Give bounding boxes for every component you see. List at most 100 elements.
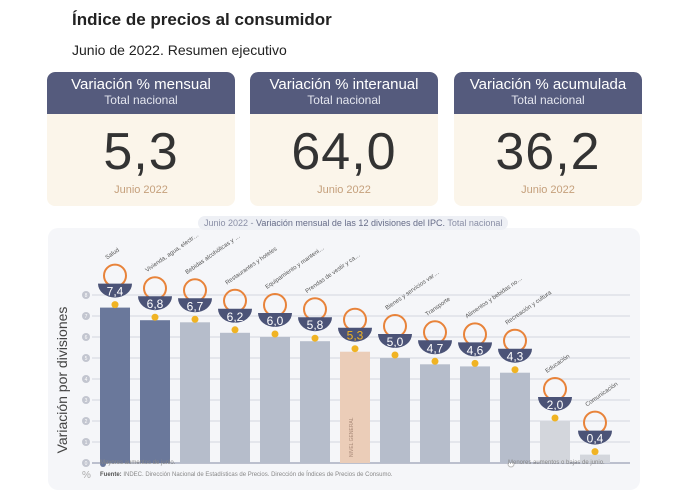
page-subtitle: Junio de 2022. Resumen ejecutivo bbox=[72, 42, 287, 58]
division-icon bbox=[263, 293, 287, 317]
chart-caption: Junio 2022 - Variación mensual de las 12… bbox=[198, 216, 509, 230]
card-title: Variación % mensual bbox=[71, 76, 211, 93]
y-tick-marker bbox=[82, 459, 90, 467]
value-label: 6,2 bbox=[227, 310, 244, 324]
bar-top-dot bbox=[311, 334, 319, 342]
value-badge bbox=[538, 397, 572, 411]
bar bbox=[340, 351, 370, 463]
source-note: Fuente: INDEC. Dirección Nacional de Est… bbox=[100, 472, 392, 478]
y-tick-marker bbox=[82, 417, 90, 425]
division-icon bbox=[463, 322, 487, 347]
y-tick-label: 8 bbox=[85, 293, 88, 299]
division-icon bbox=[143, 276, 167, 301]
division-icon bbox=[543, 377, 567, 401]
bar bbox=[220, 332, 250, 463]
bar bbox=[380, 358, 410, 463]
bar bbox=[420, 364, 450, 463]
bar bbox=[260, 337, 290, 463]
y-tick-marker bbox=[82, 438, 90, 446]
y-tick-label: 6 bbox=[85, 335, 88, 341]
value-label: 5,0 bbox=[387, 335, 404, 349]
legend-low-text: Menores aumentos o bajas de junio. bbox=[508, 460, 605, 466]
bar-top-dot bbox=[431, 357, 439, 365]
division-icon bbox=[583, 410, 607, 435]
bar bbox=[100, 307, 130, 463]
y-tick-label: 7 bbox=[85, 314, 88, 320]
bar bbox=[580, 454, 610, 463]
y-tick-label: 1 bbox=[85, 440, 88, 446]
card-scope: Total nacional bbox=[104, 93, 178, 107]
bar bbox=[500, 372, 530, 463]
bar-top-dot bbox=[551, 414, 559, 422]
bar-top-dot bbox=[591, 448, 599, 456]
caption-period: Junio 2022 - bbox=[204, 218, 257, 228]
source-text: INDEC. Dirección Nacional de Estadística… bbox=[121, 472, 393, 478]
y-tick-label: 5 bbox=[85, 356, 88, 362]
card-title: Variación % interanual bbox=[269, 76, 419, 93]
division-icon bbox=[223, 288, 247, 313]
y-tick-label: 0 bbox=[85, 461, 88, 467]
value-badge bbox=[418, 340, 452, 355]
value-label: 4,7 bbox=[427, 341, 444, 355]
bar-top-dot bbox=[111, 301, 119, 309]
value-label: 4,6 bbox=[467, 343, 484, 357]
y-tick-label: 3 bbox=[85, 398, 88, 404]
value-label: 5,3 bbox=[347, 329, 364, 343]
general-bar-label: NIVEL GENERAL bbox=[349, 417, 355, 457]
value-badge bbox=[218, 308, 252, 323]
card-value: 64,0 bbox=[291, 123, 397, 181]
value-label: 6,8 bbox=[147, 297, 164, 311]
division-icon bbox=[343, 307, 367, 332]
y-tick-marker bbox=[82, 354, 90, 362]
card-title: Variación % acumulada bbox=[469, 76, 627, 93]
y-tick-marker bbox=[82, 375, 90, 383]
y-tick-marker bbox=[82, 396, 90, 404]
bar-top-dot bbox=[151, 313, 159, 321]
y-tick-marker bbox=[82, 333, 90, 341]
bar-top-dot bbox=[391, 351, 399, 359]
category-label: Bienes y servicios var… bbox=[385, 270, 441, 312]
value-badge bbox=[578, 430, 612, 445]
bar-top-dot bbox=[471, 359, 479, 367]
card-value: 5,3 bbox=[103, 123, 179, 181]
value-badge bbox=[338, 327, 372, 342]
y-tick-marker bbox=[82, 291, 90, 299]
card-value: 36,2 bbox=[495, 123, 601, 181]
value-label: 0,4 bbox=[587, 432, 604, 446]
division-icon bbox=[503, 328, 527, 353]
y-tick-label: 2 bbox=[85, 419, 88, 425]
bar-top-dot bbox=[231, 326, 239, 334]
category-label: Restaurantes y hoteles bbox=[225, 246, 279, 286]
value-label: 5,8 bbox=[307, 318, 324, 332]
category-label: Educación bbox=[545, 354, 571, 375]
value-label: 6,7 bbox=[187, 299, 204, 313]
caption-title: Variación mensual de las 12 divisiones d… bbox=[256, 218, 445, 228]
card-yearly: Variación % interanual Total nacional 64,… bbox=[250, 72, 438, 206]
value-badge bbox=[98, 283, 132, 298]
source-label: Fuente: bbox=[100, 472, 122, 478]
value-badge bbox=[498, 348, 532, 363]
division-icon bbox=[183, 278, 207, 303]
card-scope: Total nacional bbox=[511, 93, 585, 107]
bar bbox=[180, 322, 210, 463]
page-title: Índice de precios al consumidor bbox=[72, 10, 332, 29]
y-tick-marker bbox=[82, 312, 90, 320]
bar-top-dot bbox=[351, 345, 359, 353]
category-label: Transporte bbox=[425, 296, 453, 318]
division-icon bbox=[303, 297, 327, 322]
value-badge bbox=[298, 317, 332, 332]
category-label: Comunicación bbox=[585, 382, 620, 409]
value-label: 4,3 bbox=[507, 350, 524, 364]
value-badge bbox=[178, 298, 212, 313]
legend-high-text: Mayores aumentos de junio. bbox=[100, 460, 176, 466]
y-tick-label: 4 bbox=[85, 377, 88, 383]
caption-scope: Total nacional bbox=[444, 218, 503, 228]
category-label: Salud bbox=[105, 248, 121, 262]
card-accumulated: Variación % acumulada Total nacional 36,2… bbox=[454, 72, 642, 206]
legend-high: Mayores aumentos de junio. bbox=[100, 460, 175, 466]
value-label: 2,0 bbox=[547, 398, 564, 412]
division-icon bbox=[383, 314, 407, 338]
card-scope: Total nacional bbox=[307, 93, 381, 107]
card-period: Junio 2022 bbox=[317, 184, 371, 196]
